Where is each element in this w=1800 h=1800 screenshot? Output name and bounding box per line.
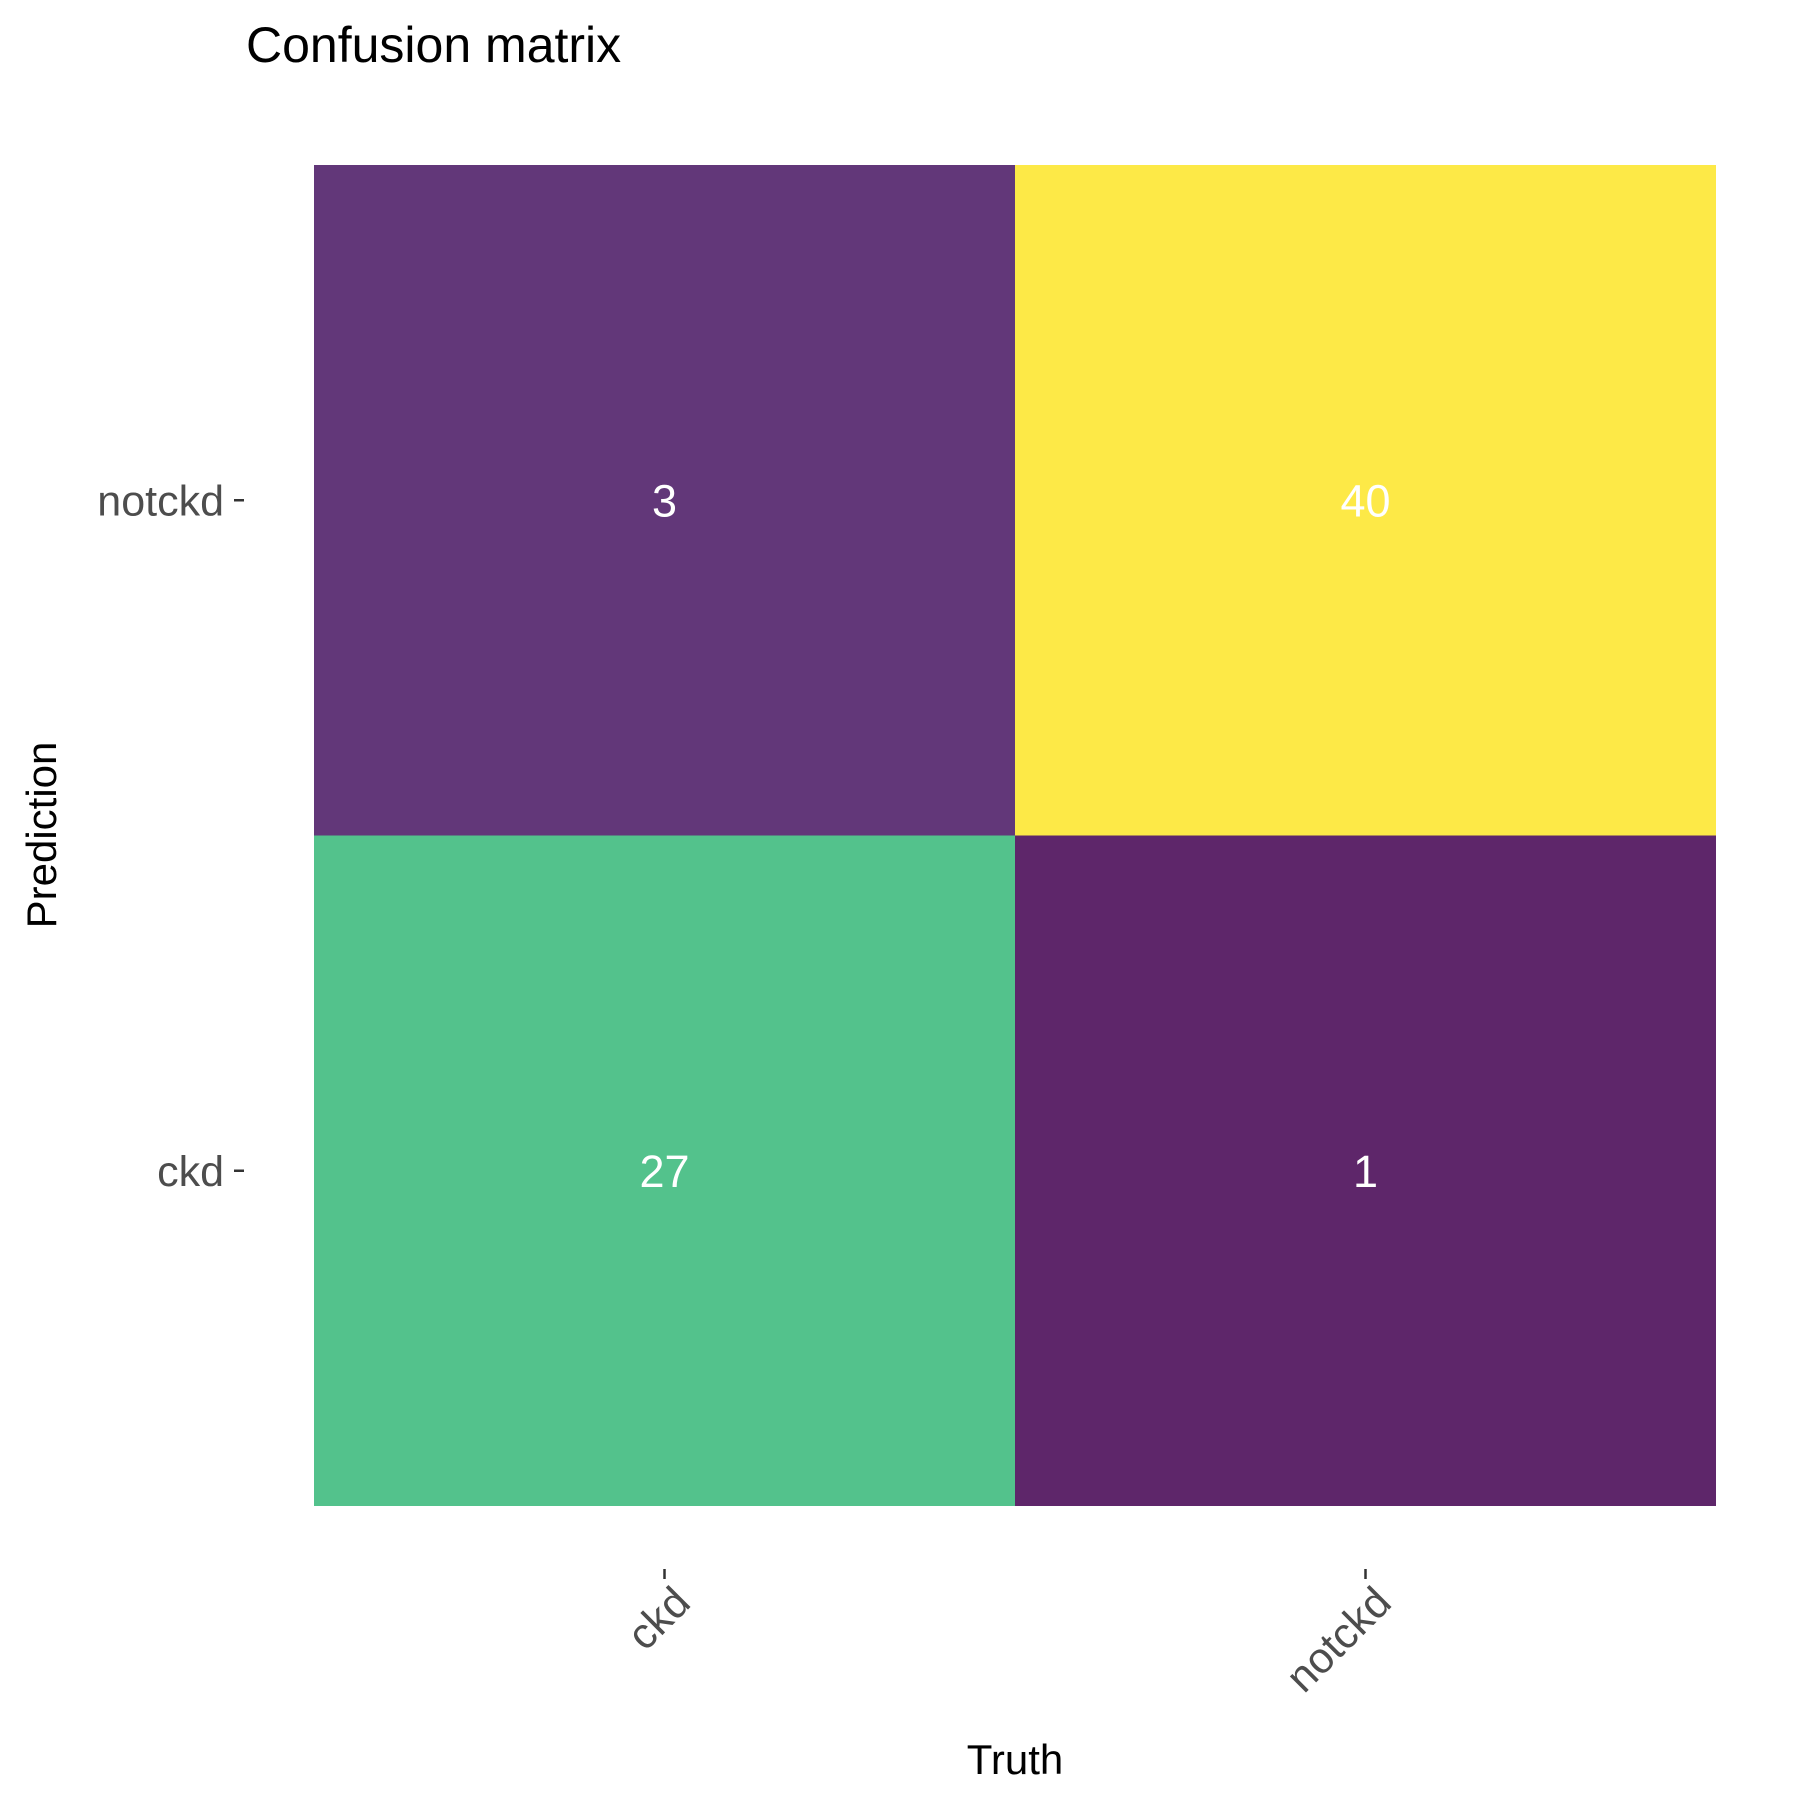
x-axis: ckd notckd [618, 1569, 1401, 1702]
heatmap-cell-notckd-ckd [314, 165, 1015, 836]
chart-title: Confusion matrix [246, 17, 621, 73]
x-axis-title: Truth [967, 1736, 1063, 1783]
x-tick-label: ckd [618, 1578, 699, 1659]
cell-value-label: 27 [639, 1146, 689, 1197]
cell-value-label: 3 [652, 475, 677, 526]
y-tick-label: ckd [157, 1148, 224, 1196]
heatmap-cells: 3 40 27 1 [314, 165, 1716, 1506]
y-axis-title: Prediction [18, 742, 65, 929]
heatmap-cell-ckd-ckd [314, 835, 1015, 1506]
y-axis: ckd notckd [97, 477, 244, 1196]
x-tick-label: notckd [1277, 1578, 1401, 1702]
cell-value-label: 40 [1340, 475, 1390, 526]
y-tick-label: notckd [97, 477, 224, 525]
heatmap-cell-notckd-notckd [1015, 165, 1716, 836]
cell-value-label: 1 [1353, 1146, 1378, 1197]
heatmap-cell-ckd-notckd [1015, 835, 1716, 1506]
